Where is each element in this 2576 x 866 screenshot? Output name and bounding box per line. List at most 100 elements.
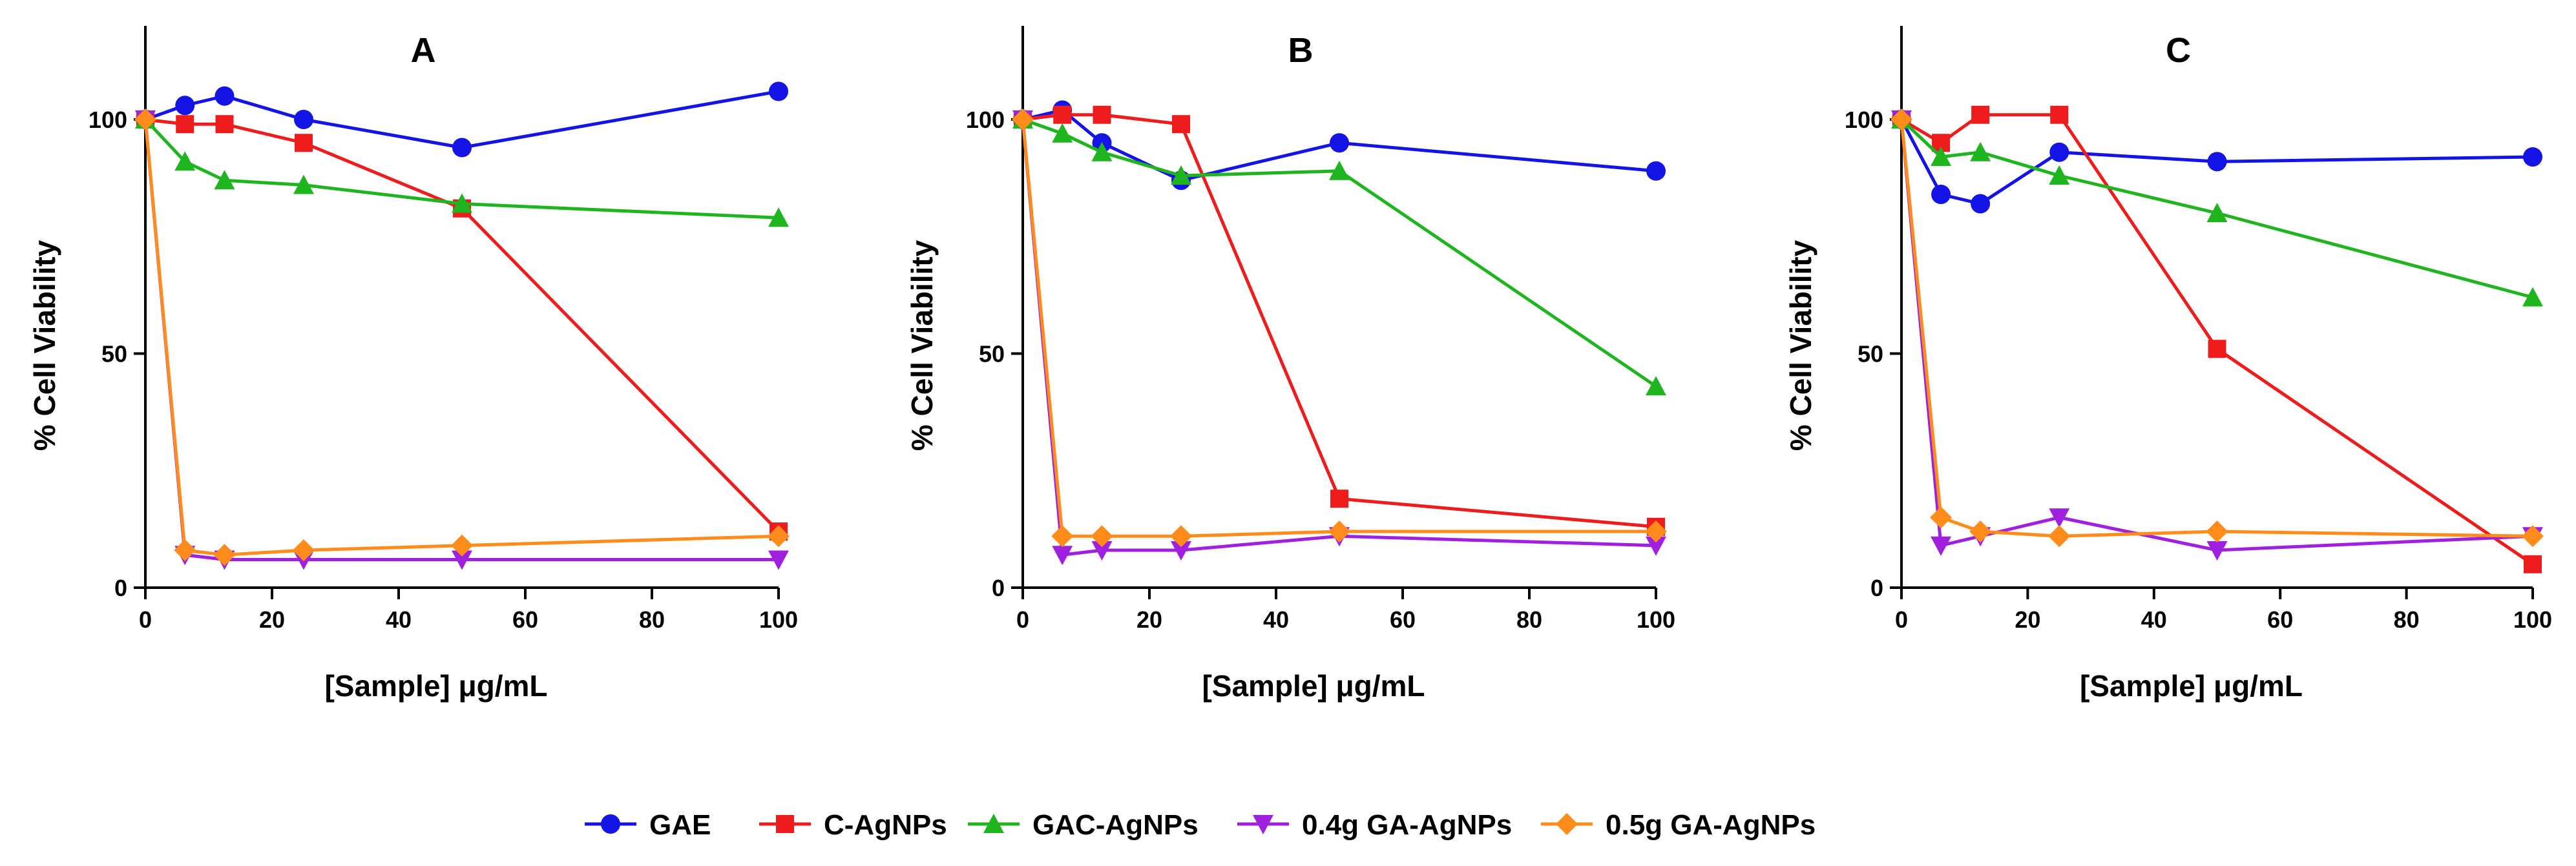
panel-a: 0 50 100 0 20 40 60 80 100 A [Sample] μg/mL % Cell …	[28, 26, 798, 703]
legend: GAE C-AgNPs GAC-AgNPs 0.4g GA-AgNPs 0.5g GA-…	[585, 809, 1816, 841]
data-point	[1329, 160, 1350, 180]
data-point	[294, 110, 313, 129]
data-point	[2050, 105, 2069, 124]
y-tick-label: 50	[101, 341, 127, 367]
series-line	[143, 119, 779, 557]
y-tick-label: 100	[966, 107, 1005, 133]
x-tick-label: 60	[1390, 606, 1416, 633]
data-point	[214, 170, 235, 190]
data-point	[2049, 508, 2070, 528]
data-point	[1052, 546, 1073, 566]
legend-label: GAC-AgNPs	[1032, 809, 1199, 841]
x-tick-label: 0	[1016, 606, 1029, 633]
data-point	[1053, 105, 1072, 124]
data-point	[1890, 108, 1912, 130]
x-tick-label: 20	[1136, 606, 1162, 633]
data-point	[174, 151, 196, 171]
x-tick-label: 40	[386, 606, 412, 633]
series-0-5g-ga-agnps	[1012, 108, 1667, 548]
panel-c: 0 50 100 0 20 40 60 80 100 C [Sample] μg/mL % Cell …	[1784, 26, 2552, 703]
data-point	[215, 115, 234, 134]
series-line	[1900, 118, 2533, 205]
x-tick-label: 100	[1637, 606, 1675, 633]
data-point	[1012, 108, 1034, 130]
data-point	[769, 81, 788, 101]
series-line	[143, 119, 779, 561]
y-axis-label: % Cell Viability	[905, 240, 939, 451]
y-axis-label: % Cell Viability	[1784, 240, 1817, 451]
data-point	[2208, 340, 2226, 358]
x-tick-label: 80	[1516, 606, 1542, 633]
data-point	[768, 525, 790, 548]
data-point	[1172, 115, 1190, 134]
legend-item: GAC-AgNPs	[968, 809, 1199, 841]
data-point	[1971, 194, 1991, 214]
data-point	[1170, 525, 1192, 548]
series-line	[1021, 119, 1656, 538]
series-line	[1900, 118, 2533, 299]
data-point	[1330, 133, 1349, 153]
panel-title: A	[411, 31, 436, 70]
x-axis-label: [Sample] μg/mL	[324, 669, 547, 703]
data-point	[2049, 142, 2069, 162]
data-point	[1931, 536, 1952, 556]
data-point	[1091, 541, 1113, 561]
series-line	[144, 118, 779, 220]
x-tick-label: 100	[759, 606, 798, 633]
y-axis-label: % Cell Viability	[28, 240, 61, 451]
data-point	[295, 134, 313, 152]
x-tick-label: 80	[639, 606, 665, 633]
data-point	[1969, 521, 1992, 542]
y-tick-label: 0	[1870, 575, 1883, 601]
data-point	[1971, 105, 1990, 124]
series-0-5g-ga-agnps	[1890, 108, 2544, 548]
data-point	[2048, 525, 2071, 548]
panel-b: 0 50 100 0 20 40 60 80 100 B [Sample] μg/mL % Cell …	[905, 26, 1675, 703]
series-0-5g-ga-agnps	[134, 108, 790, 566]
x-tick-label: 0	[1895, 606, 1908, 633]
data-point	[452, 138, 472, 158]
series-c-agnps	[136, 110, 788, 541]
x-axis-label: [Sample] μg/mL	[2080, 669, 2303, 703]
data-point	[452, 193, 472, 213]
x-tick-label: 100	[2513, 606, 2552, 633]
legend-marker	[1253, 815, 1273, 834]
legend-marker	[983, 814, 1004, 833]
data-point	[1645, 521, 1667, 542]
data-point	[1930, 506, 1953, 529]
series-line	[1900, 119, 2533, 552]
data-point	[1052, 123, 1073, 143]
data-point	[174, 539, 196, 561]
data-point	[2206, 203, 2228, 222]
series-line	[1900, 113, 2534, 566]
data-point	[2049, 165, 2070, 185]
data-point	[293, 174, 314, 194]
data-point	[2207, 152, 2227, 172]
series-line	[1021, 119, 1657, 557]
data-point	[175, 96, 195, 116]
legend-item: 0.5g GA-AgNPs	[1541, 809, 1816, 841]
data-point	[2523, 147, 2542, 167]
data-point	[1970, 141, 1991, 161]
data-point	[1091, 525, 1113, 548]
series-0-4g-ga-agnps	[1891, 110, 2543, 561]
x-tick-label: 40	[2141, 606, 2167, 633]
data-point	[1051, 525, 1074, 548]
panel-title: B	[1288, 31, 1314, 70]
y-tick-label: 0	[114, 575, 127, 601]
data-point	[1171, 541, 1191, 561]
data-point	[768, 207, 789, 227]
data-point	[1931, 185, 1951, 204]
x-tick-label: 60	[2267, 606, 2293, 633]
x-tick-label: 0	[139, 606, 152, 633]
legend-marker	[601, 814, 620, 834]
data-point	[213, 544, 236, 566]
data-point	[452, 550, 472, 570]
series-gae	[1892, 110, 2542, 214]
data-point	[1171, 165, 1191, 185]
series-line	[1022, 118, 1657, 388]
legend-item: GAE	[585, 809, 711, 841]
legend-label: GAE	[649, 809, 711, 841]
data-point	[2522, 287, 2543, 307]
data-point	[1646, 161, 1666, 181]
